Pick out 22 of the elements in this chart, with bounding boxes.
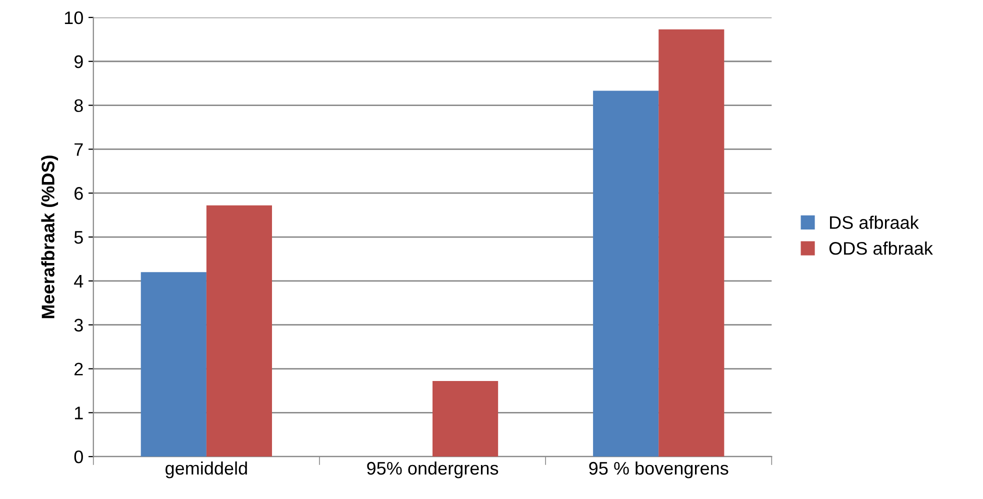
bar xyxy=(206,205,272,457)
bar xyxy=(658,29,724,457)
y-tick-label: 1 xyxy=(75,406,83,420)
y-tick-label: 0 xyxy=(74,450,83,464)
bar xyxy=(432,381,498,457)
y-tick-label: 2 xyxy=(74,362,83,376)
y-tick-label: 3 xyxy=(74,318,83,332)
y-axis-title: Meerafbraak (%DS) xyxy=(41,156,58,318)
x-tick-label: 95 % bovengrens xyxy=(589,461,728,478)
y-tick-label: 10 xyxy=(64,11,83,24)
bar xyxy=(593,90,659,457)
y-tick-label: 9 xyxy=(74,55,83,68)
legend-label: ODS afbraak xyxy=(829,242,933,255)
legend-label: DS afbraak xyxy=(830,216,919,229)
x-tick-label: 95% ondergrens xyxy=(367,461,498,478)
x-tick-label: gemiddeld xyxy=(166,461,247,478)
y-tick-label: 4 xyxy=(74,275,84,288)
y-tick-label: 5 xyxy=(74,231,83,244)
bar xyxy=(140,272,206,457)
y-tick-label: 7 xyxy=(74,143,83,156)
y-tick-label: 6 xyxy=(74,187,83,200)
y-tick-label: 8 xyxy=(74,99,83,112)
